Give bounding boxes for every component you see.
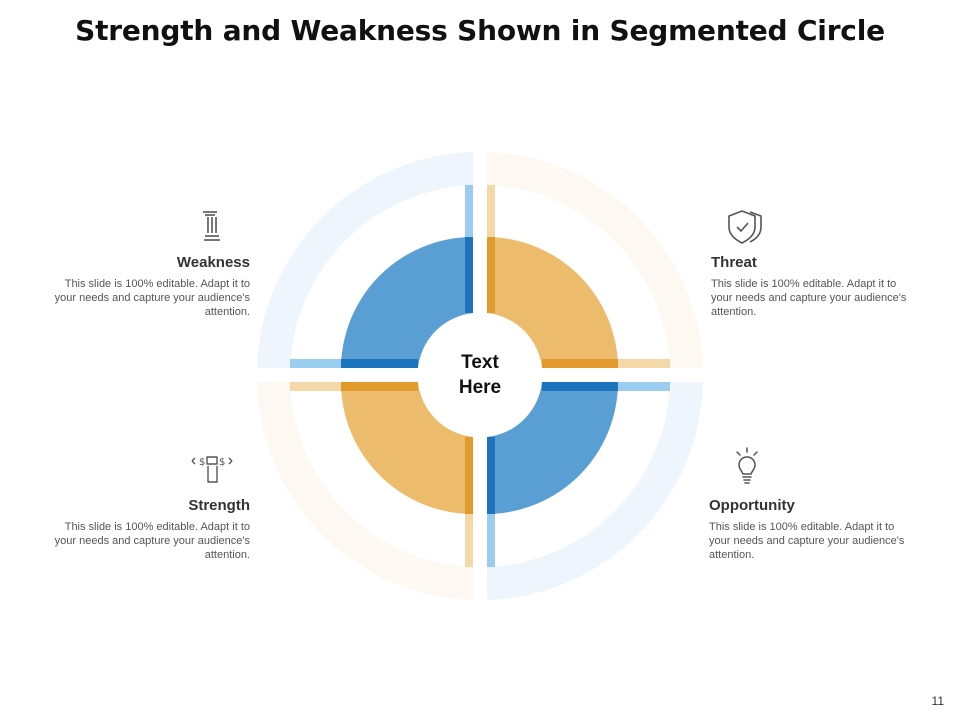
dark-strip-opportunity-horizontal: [542, 382, 618, 391]
quadrant-threat: [487, 237, 618, 368]
threat-description: This slide is 100% editable. Adapt it to…: [711, 278, 907, 318]
accent-bar-bottom-right-vertical: [487, 514, 495, 567]
svg-text:$: $: [219, 457, 225, 468]
center-circle: [418, 313, 542, 437]
threat-heading: Threat: [711, 254, 757, 271]
svg-text:$: $: [199, 457, 205, 468]
accent-bar-top-right-vertical: [487, 185, 495, 237]
outer-ring-bottom-right: [487, 382, 703, 600]
outer-ring-top-left: [257, 152, 473, 368]
center-text-line2: Here: [458, 377, 502, 398]
threat-block: Threat This slide is 100% editable. Adap…: [711, 254, 911, 319]
dark-strip-weakness-vertical: [465, 237, 473, 313]
weakness-heading: Weakness: [176, 254, 250, 271]
quadrant-strength: [341, 382, 473, 514]
outer-ring-bottom-left: [257, 382, 473, 600]
slide-title: Strength and Weakness Shown in Segmented…: [75, 14, 885, 47]
accent-bar-bottom-right-horizontal: [618, 382, 670, 391]
accent-bar-bottom-left-horizontal: [290, 382, 342, 391]
dark-strip-strength-vertical: [465, 437, 473, 514]
dark-strip-threat-horizontal: [542, 359, 618, 368]
accent-bar-bottom-left-vertical: [465, 514, 473, 567]
shield-icon: [728, 210, 762, 244]
outer-ring-top-right: [487, 152, 703, 368]
weakness-description: This slide is 100% editable. Adapt it to…: [54, 278, 250, 318]
center-text-line1: Text: [461, 352, 499, 373]
dark-strip-opportunity-vertical: [487, 437, 495, 514]
lightbulb-icon: [736, 447, 758, 484]
hand-money-icon: $ $: [191, 456, 233, 483]
accent-bar-top-left-vertical: [465, 185, 473, 237]
page-number: 11: [931, 694, 944, 708]
dark-strip-strength-horizontal: [341, 382, 418, 391]
strength-heading: Strength: [188, 497, 250, 514]
opportunity-block: Opportunity This slide is 100% editable.…: [709, 497, 909, 562]
center-text: Text Here: [430, 350, 530, 400]
weakness-block: Weakness This slide is 100% editable. Ad…: [50, 254, 250, 319]
quadrant-weakness: [341, 237, 473, 368]
quadrant-opportunity: [487, 382, 619, 514]
accent-bar-top-right-horizontal: [618, 359, 670, 368]
pillar-icon: [203, 211, 220, 241]
strength-block: Strength This slide is 100% editable. Ad…: [50, 497, 250, 562]
dark-strip-weakness-horizontal: [341, 359, 418, 368]
opportunity-description: This slide is 100% editable. Adapt it to…: [709, 521, 905, 561]
dark-strip-threat-vertical: [487, 237, 495, 313]
accent-bar-top-left-horizontal: [290, 359, 342, 368]
opportunity-heading: Opportunity: [709, 497, 795, 514]
strength-description: This slide is 100% editable. Adapt it to…: [54, 521, 250, 561]
